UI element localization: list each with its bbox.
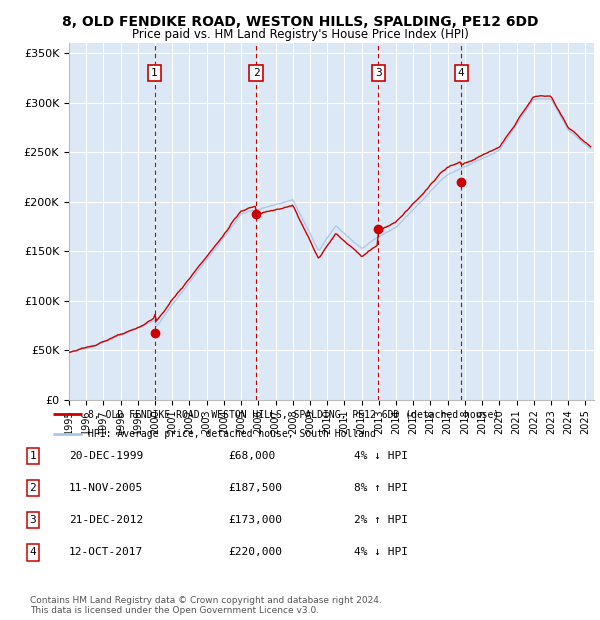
Text: 8, OLD FENDIKE ROAD, WESTON HILLS, SPALDING, PE12 6DD (detached house): 8, OLD FENDIKE ROAD, WESTON HILLS, SPALD…	[88, 409, 499, 420]
Text: 11-NOV-2005: 11-NOV-2005	[69, 483, 143, 493]
Text: Price paid vs. HM Land Registry's House Price Index (HPI): Price paid vs. HM Land Registry's House …	[131, 28, 469, 41]
Text: 4% ↓ HPI: 4% ↓ HPI	[354, 451, 408, 461]
Text: 3: 3	[375, 68, 382, 78]
Text: 21-DEC-2012: 21-DEC-2012	[69, 515, 143, 525]
Text: 1: 1	[29, 451, 37, 461]
Text: Contains HM Land Registry data © Crown copyright and database right 2024.
This d: Contains HM Land Registry data © Crown c…	[30, 596, 382, 615]
Text: HPI: Average price, detached house, South Holland: HPI: Average price, detached house, Sout…	[88, 428, 376, 439]
Text: £187,500: £187,500	[228, 483, 282, 493]
Text: 2: 2	[29, 483, 37, 493]
Text: 2: 2	[253, 68, 259, 78]
Text: 4: 4	[29, 547, 37, 557]
Text: 8% ↑ HPI: 8% ↑ HPI	[354, 483, 408, 493]
Text: £173,000: £173,000	[228, 515, 282, 525]
Text: £68,000: £68,000	[228, 451, 275, 461]
Text: 2% ↑ HPI: 2% ↑ HPI	[354, 515, 408, 525]
Text: £220,000: £220,000	[228, 547, 282, 557]
Text: 4% ↓ HPI: 4% ↓ HPI	[354, 547, 408, 557]
Text: 1: 1	[151, 68, 158, 78]
Text: 8, OLD FENDIKE ROAD, WESTON HILLS, SPALDING, PE12 6DD: 8, OLD FENDIKE ROAD, WESTON HILLS, SPALD…	[62, 16, 538, 30]
Text: 3: 3	[29, 515, 37, 525]
Text: 20-DEC-1999: 20-DEC-1999	[69, 451, 143, 461]
Text: 12-OCT-2017: 12-OCT-2017	[69, 547, 143, 557]
Text: 4: 4	[458, 68, 464, 78]
